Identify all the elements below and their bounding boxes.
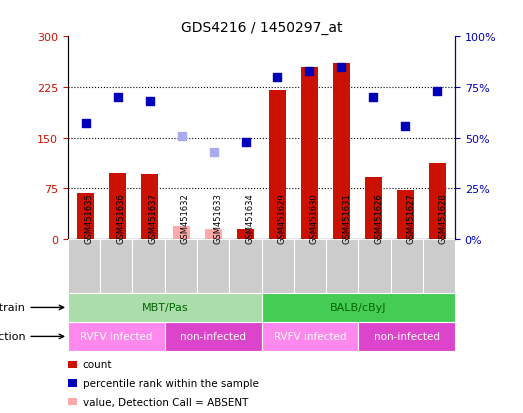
Point xyxy=(113,95,122,101)
Point xyxy=(274,74,282,81)
Bar xyxy=(109,173,127,240)
Text: count: count xyxy=(83,359,112,370)
Bar xyxy=(204,230,222,240)
Bar xyxy=(68,240,100,293)
Bar xyxy=(294,240,326,293)
Bar xyxy=(173,226,190,240)
Bar xyxy=(68,322,165,351)
Point xyxy=(241,139,249,146)
Text: GSM451634: GSM451634 xyxy=(245,193,254,244)
Text: infection: infection xyxy=(0,332,64,342)
Text: MBT/Pas: MBT/Pas xyxy=(141,303,188,313)
Bar xyxy=(229,240,262,293)
Point xyxy=(305,68,314,75)
Text: BALB/cByJ: BALB/cByJ xyxy=(330,303,386,313)
Text: GSM451635: GSM451635 xyxy=(84,193,93,244)
Text: RVFV infected: RVFV infected xyxy=(274,332,346,342)
Text: GSM451633: GSM451633 xyxy=(213,193,222,244)
Text: strain: strain xyxy=(0,303,64,313)
Text: GSM451636: GSM451636 xyxy=(116,193,126,244)
Text: GSM451630: GSM451630 xyxy=(310,193,319,244)
Bar xyxy=(100,240,132,293)
Bar xyxy=(262,293,455,322)
Text: RVFV infected: RVFV infected xyxy=(80,332,153,342)
Bar xyxy=(423,240,455,293)
Bar xyxy=(132,240,165,293)
Point xyxy=(145,99,154,105)
Point xyxy=(177,133,186,140)
Text: percentile rank within the sample: percentile rank within the sample xyxy=(83,378,258,388)
Point xyxy=(401,123,410,130)
Bar xyxy=(77,194,94,240)
Bar xyxy=(396,191,414,240)
Bar xyxy=(326,240,358,293)
Bar xyxy=(429,164,446,240)
Bar xyxy=(237,230,254,240)
Text: value, Detection Call = ABSENT: value, Detection Call = ABSENT xyxy=(83,396,248,407)
Point xyxy=(369,95,378,101)
Title: GDS4216 / 1450297_at: GDS4216 / 1450297_at xyxy=(181,21,342,35)
Bar xyxy=(333,64,350,240)
Text: GSM451631: GSM451631 xyxy=(342,193,351,244)
Text: GSM451628: GSM451628 xyxy=(439,193,448,244)
Text: GSM451629: GSM451629 xyxy=(278,193,287,244)
Bar xyxy=(269,91,286,240)
Bar xyxy=(358,240,391,293)
Point xyxy=(433,88,441,95)
Point xyxy=(337,64,346,71)
Point xyxy=(209,149,218,156)
Bar xyxy=(68,293,262,322)
Bar xyxy=(262,322,358,351)
Point xyxy=(82,121,90,128)
Text: GSM451626: GSM451626 xyxy=(374,193,383,244)
Text: non-infected: non-infected xyxy=(373,332,440,342)
Text: GSM451627: GSM451627 xyxy=(407,193,416,244)
Bar xyxy=(197,240,229,293)
Bar xyxy=(165,322,262,351)
Bar xyxy=(262,240,294,293)
Bar xyxy=(141,175,158,240)
Bar xyxy=(391,240,423,293)
Text: GSM451637: GSM451637 xyxy=(149,193,157,244)
Text: non-infected: non-infected xyxy=(180,332,246,342)
Text: GSM451632: GSM451632 xyxy=(181,193,190,244)
Bar xyxy=(365,178,382,240)
Bar xyxy=(165,240,197,293)
Bar xyxy=(358,322,455,351)
Bar xyxy=(301,67,319,240)
